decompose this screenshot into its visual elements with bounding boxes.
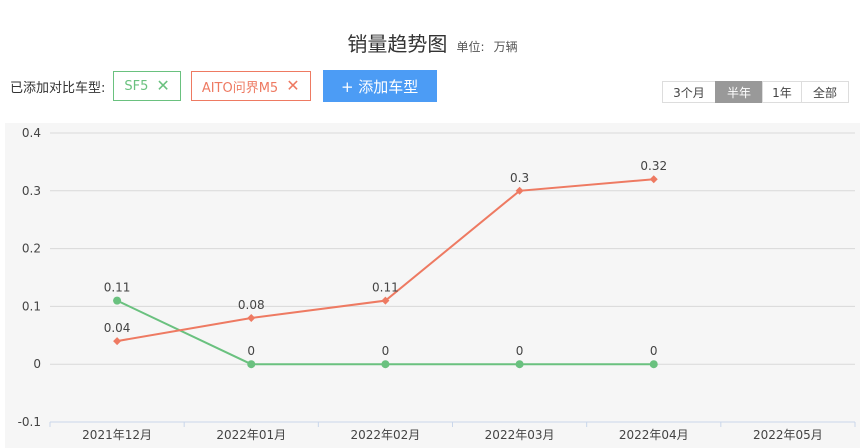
data-label: 0.3 xyxy=(510,171,529,185)
range-all-button[interactable]: 全部 xyxy=(801,81,849,103)
data-label: 0.04 xyxy=(104,321,131,335)
range-1-year-button[interactable]: 1年 xyxy=(762,81,802,103)
compare-tag-aito-m5: AITO问界M5 ✕ xyxy=(190,71,311,101)
unit-value: 万辆 xyxy=(493,40,518,54)
data-label: 0.11 xyxy=(104,281,131,295)
x-tick-label: 2021年12月 xyxy=(82,428,152,442)
close-icon[interactable]: ✕ xyxy=(286,76,300,95)
data-label: 0 xyxy=(247,344,255,358)
range-half-year-button[interactable]: 半年 xyxy=(715,81,763,103)
data-label: 0.08 xyxy=(238,298,265,312)
compare-tag-label: SF5 xyxy=(124,78,149,94)
x-tick-label: 2022年03月 xyxy=(485,428,555,442)
close-icon[interactable]: ✕ xyxy=(156,76,170,95)
x-tick-label: 2022年01月 xyxy=(216,428,286,442)
data-point xyxy=(515,186,524,195)
data-label: 0 xyxy=(382,344,390,358)
compare-tag-label: AITO问界M5 xyxy=(201,80,279,96)
y-tick-label: 0.3 xyxy=(22,184,41,198)
chart-title-row: 销量趋势图 单位: 万辆 xyxy=(0,28,865,58)
data-point xyxy=(113,337,122,346)
data-point xyxy=(649,360,658,369)
x-tick-label: 2022年02月 xyxy=(351,428,421,442)
data-point xyxy=(381,360,390,369)
data-point xyxy=(247,313,256,322)
data-label: 0.11 xyxy=(372,281,399,295)
y-tick-label: 0 xyxy=(33,357,41,371)
data-point xyxy=(113,296,122,305)
unit-label: 单位: xyxy=(456,40,485,54)
y-tick-label: 0.2 xyxy=(22,242,41,256)
x-tick-label: 2022年04月 xyxy=(619,428,689,442)
y-tick-label: -0.1 xyxy=(18,415,41,429)
data-label: 0 xyxy=(650,344,658,358)
range-3-months-button[interactable]: 3个月 xyxy=(662,81,716,103)
time-range-selector: 3个月 半年 1年 全部 xyxy=(662,81,849,103)
chart-area: -0.1 0 0.1 0.2 0.3 0.4 2021年12月 2022年01月 2022年02… xyxy=(5,123,860,448)
y-tick-label: 0.4 xyxy=(22,126,41,140)
data-point xyxy=(649,175,658,184)
compare-bar: 已添加对比车型: SF5 ✕ AITO问界M5 ✕ + 添加车型 xyxy=(10,70,437,102)
data-label: 0 xyxy=(516,344,524,358)
y-tick-label: 0.1 xyxy=(22,299,41,313)
compare-label: 已添加对比车型: xyxy=(10,80,106,96)
add-model-button[interactable]: + 添加车型 xyxy=(322,70,437,102)
compare-tag-sf5: SF5 ✕ xyxy=(113,71,181,101)
data-point xyxy=(515,360,524,369)
chart-title: 销量趋势图 xyxy=(347,32,448,56)
data-point xyxy=(247,360,256,369)
series-line-1 xyxy=(116,178,654,343)
x-tick-label: 2022年05月 xyxy=(753,428,823,442)
data-point xyxy=(381,296,390,305)
data-label: 0.32 xyxy=(640,159,667,173)
sales-trend-chart: -0.1 0 0.1 0.2 0.3 0.4 2021年12月 2022年01月 2022年02… xyxy=(18,126,856,442)
